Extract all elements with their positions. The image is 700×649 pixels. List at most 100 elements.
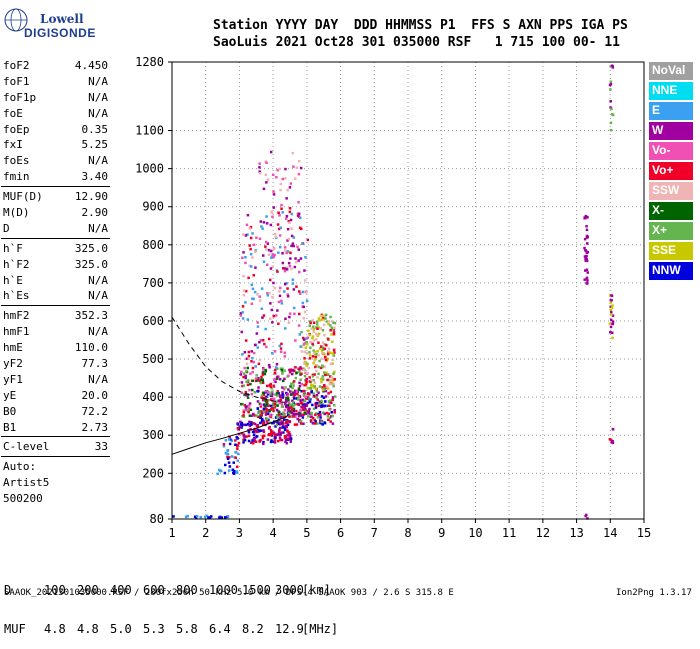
echo-point bbox=[332, 333, 336, 336]
echo-point bbox=[327, 412, 331, 415]
profile-dashed-line bbox=[171, 316, 289, 404]
echo-point bbox=[264, 245, 267, 248]
echo-point bbox=[247, 410, 250, 414]
echo-point bbox=[292, 165, 295, 168]
y-tick-label: 1100 bbox=[135, 124, 164, 138]
echo-point bbox=[297, 403, 301, 407]
echo-point bbox=[273, 406, 277, 409]
echo-point bbox=[321, 386, 324, 389]
echo-point bbox=[252, 351, 256, 355]
echo-point bbox=[332, 331, 336, 334]
echo-point bbox=[276, 394, 279, 397]
echo-point bbox=[269, 249, 273, 253]
echo-point bbox=[290, 406, 293, 409]
echo-point bbox=[313, 381, 317, 385]
echo-point bbox=[240, 432, 244, 435]
echo-point bbox=[322, 343, 326, 346]
echo-point bbox=[251, 388, 254, 392]
echo-point bbox=[309, 320, 312, 323]
echo-point bbox=[261, 371, 265, 374]
legend-item-vo: Vo+ bbox=[649, 162, 693, 180]
echo-point bbox=[281, 211, 284, 214]
echo-point bbox=[256, 407, 260, 410]
echo-point bbox=[276, 414, 279, 417]
echo-point bbox=[265, 404, 269, 407]
echo-point bbox=[316, 402, 320, 405]
echo-point bbox=[270, 394, 274, 397]
echo-point bbox=[247, 357, 251, 361]
echo-point bbox=[241, 233, 245, 236]
echo-point bbox=[272, 440, 275, 443]
echo-point bbox=[242, 409, 245, 412]
echo-point bbox=[228, 465, 232, 468]
echo-point bbox=[293, 312, 296, 316]
echo-point bbox=[242, 293, 246, 297]
echo-point bbox=[250, 423, 253, 426]
echo-point bbox=[269, 223, 273, 227]
echo-point bbox=[311, 319, 314, 322]
echo-point bbox=[288, 207, 292, 210]
echo-point bbox=[274, 393, 277, 396]
echo-point bbox=[333, 378, 336, 381]
echo-point bbox=[241, 305, 245, 308]
echo-point bbox=[223, 516, 227, 519]
x-tick-label: 13 bbox=[569, 526, 583, 540]
echo-point bbox=[302, 408, 305, 411]
echo-point bbox=[279, 398, 283, 401]
echo-point bbox=[260, 419, 264, 423]
row-value: 1000 bbox=[209, 583, 238, 597]
echo-point bbox=[290, 404, 293, 408]
echo-point bbox=[283, 428, 287, 431]
echo-point bbox=[277, 422, 281, 426]
echo-point bbox=[329, 329, 332, 332]
param-key: foEp bbox=[3, 122, 30, 136]
echo-point bbox=[216, 472, 219, 476]
echo-point bbox=[285, 430, 289, 433]
echo-point bbox=[276, 390, 279, 393]
echo-point bbox=[306, 386, 309, 390]
echo-point bbox=[294, 415, 297, 419]
echo-point bbox=[278, 401, 281, 405]
echo-point bbox=[247, 434, 251, 438]
echo-point bbox=[609, 106, 612, 109]
x-tick-label: 5 bbox=[303, 526, 310, 540]
echo-point bbox=[318, 332, 321, 336]
echo-point bbox=[226, 452, 230, 456]
echo-point bbox=[327, 350, 330, 353]
echo-point bbox=[243, 366, 246, 370]
echo-point bbox=[288, 221, 291, 224]
row-value: 6.4 bbox=[209, 622, 231, 636]
echo-point bbox=[310, 378, 313, 382]
echo-point bbox=[279, 367, 283, 370]
echo-point bbox=[611, 66, 615, 69]
echo-point bbox=[297, 395, 300, 399]
echo-point bbox=[324, 400, 327, 403]
echo-point bbox=[258, 295, 261, 298]
echo-point bbox=[308, 407, 311, 411]
echo-point bbox=[315, 353, 318, 356]
echo-point bbox=[586, 517, 589, 520]
echo-point bbox=[283, 426, 287, 429]
echo-point bbox=[292, 244, 295, 248]
echo-point bbox=[317, 317, 321, 320]
echo-point bbox=[254, 365, 257, 368]
echo-point bbox=[266, 242, 270, 245]
param-key: foEs bbox=[3, 154, 30, 168]
echo-point bbox=[325, 371, 328, 374]
echo-point bbox=[610, 294, 613, 297]
echo-point bbox=[299, 216, 302, 220]
echo-point bbox=[307, 415, 310, 418]
echo-point bbox=[264, 390, 268, 393]
echo-point bbox=[303, 407, 306, 410]
echo-point bbox=[312, 362, 315, 365]
echo-point bbox=[248, 227, 251, 230]
echo-point bbox=[275, 314, 278, 317]
echo-point bbox=[280, 405, 284, 408]
echo-point bbox=[249, 408, 253, 412]
echo-point bbox=[291, 401, 295, 404]
echo-point bbox=[242, 433, 246, 437]
echo-point bbox=[299, 401, 303, 405]
echo-point bbox=[267, 253, 271, 256]
echo-point bbox=[265, 413, 268, 416]
echo-point bbox=[333, 409, 336, 412]
